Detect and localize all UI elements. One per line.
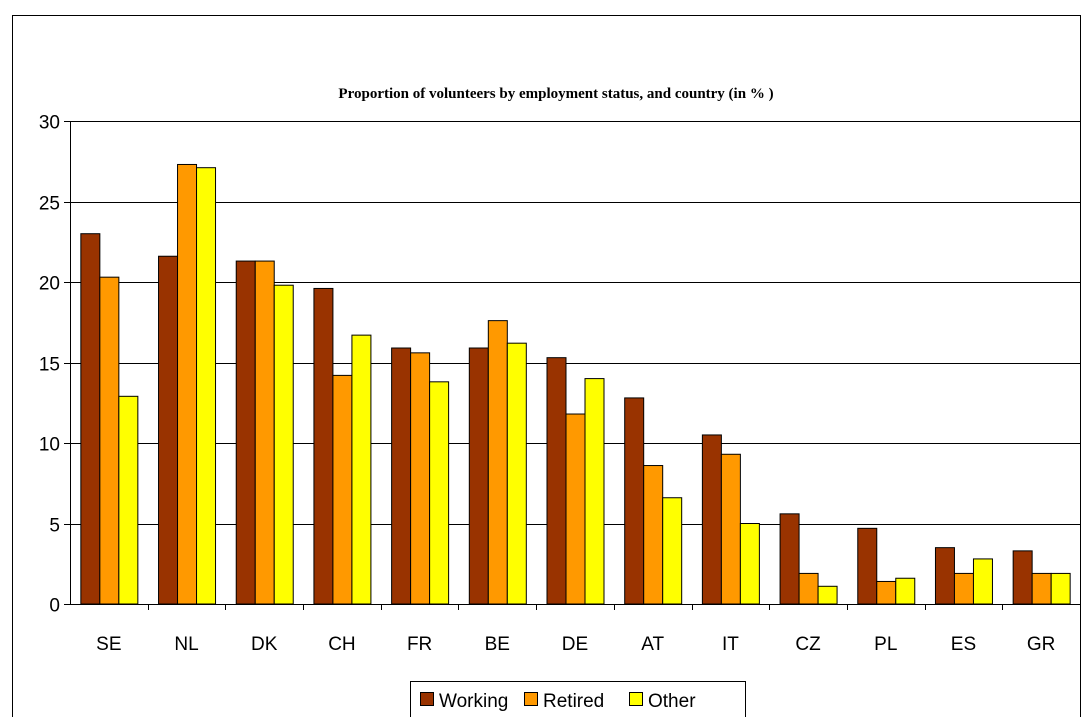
bar-working-fr bbox=[391, 347, 412, 605]
legend-swatch-retired bbox=[524, 692, 538, 706]
bar-retired-ch bbox=[332, 374, 353, 605]
bar-working-dk bbox=[235, 260, 256, 605]
x-tick-labels: SE NL DK CH FR BE DE AT IT CZ PL ES GR bbox=[96, 634, 1055, 655]
legend-swatch-working bbox=[420, 692, 434, 706]
bar-other-it bbox=[739, 523, 760, 605]
x-tick-label: PL bbox=[874, 634, 897, 655]
x-tick-label: FR bbox=[407, 634, 432, 655]
y-tick-label: 20 bbox=[39, 274, 60, 295]
bar-working-at bbox=[624, 397, 645, 605]
x-tick-label: DK bbox=[251, 634, 278, 655]
bar-working-es bbox=[934, 547, 955, 605]
bar-retired-dk bbox=[254, 260, 275, 605]
bar-retired-se bbox=[99, 276, 120, 605]
x-tick-label: DE bbox=[562, 634, 588, 655]
axes bbox=[64, 121, 1081, 610]
bar-retired-fr bbox=[410, 352, 431, 605]
bar-retired-nl bbox=[177, 163, 198, 605]
bar-retired-pl bbox=[876, 580, 897, 605]
x-tick-label: CZ bbox=[795, 634, 821, 655]
y-tick-label: 10 bbox=[39, 435, 60, 456]
x-tick-label: IT bbox=[722, 634, 739, 655]
bar-working-se bbox=[80, 233, 101, 605]
bars bbox=[80, 163, 1071, 605]
legend-label-working: Working bbox=[439, 691, 508, 712]
bar-other-se bbox=[118, 395, 139, 605]
legend: Working Retired Other bbox=[410, 681, 746, 717]
y-tick-label: 0 bbox=[49, 596, 60, 617]
bar-working-de bbox=[546, 357, 567, 605]
bar-retired-be bbox=[487, 320, 508, 605]
bar-other-ch bbox=[351, 334, 372, 605]
bar-working-gr bbox=[1012, 550, 1033, 605]
bar-other-be bbox=[506, 342, 527, 605]
bar-other-nl bbox=[196, 167, 217, 605]
bar-working-nl bbox=[158, 255, 179, 605]
chart-title: Proportion of volunteers by employment s… bbox=[338, 86, 773, 102]
bar-other-de bbox=[584, 378, 605, 605]
bar-other-at bbox=[662, 497, 683, 605]
bar-retired-es bbox=[953, 572, 974, 605]
y-tick-label: 5 bbox=[49, 516, 60, 537]
x-tick-label: GR bbox=[1027, 634, 1056, 655]
bar-working-ch bbox=[313, 287, 334, 605]
bar-other-dk bbox=[273, 284, 294, 605]
x-tick-label: BE bbox=[485, 634, 510, 655]
bar-other-es bbox=[972, 558, 993, 605]
bar-retired-it bbox=[720, 453, 741, 605]
legend-swatch-other bbox=[629, 692, 643, 706]
bar-other-fr bbox=[429, 381, 450, 605]
legend-label-other: Other bbox=[648, 691, 696, 712]
bar-retired-at bbox=[643, 465, 664, 605]
x-tick-label: ES bbox=[951, 634, 976, 655]
bar-retired-cz bbox=[798, 572, 819, 605]
x-tick-label: SE bbox=[96, 634, 121, 655]
bar-other-pl bbox=[895, 577, 916, 605]
y-tick-label: 25 bbox=[39, 194, 60, 215]
bar-retired-de bbox=[565, 413, 586, 605]
bar-other-gr bbox=[1050, 572, 1071, 605]
legend-box bbox=[410, 681, 746, 717]
bar-working-it bbox=[701, 434, 722, 605]
y-tick-label: 15 bbox=[39, 355, 60, 376]
x-tick-label: AT bbox=[641, 634, 664, 655]
bar-working-be bbox=[468, 347, 489, 605]
bar-retired-gr bbox=[1031, 572, 1052, 605]
bar-other-cz bbox=[817, 585, 838, 605]
y-tick-label: 30 bbox=[39, 113, 60, 134]
y-tick-labels: 0 5 10 15 20 25 30 bbox=[39, 113, 60, 617]
bar-working-pl bbox=[857, 527, 878, 605]
legend-label-retired: Retired bbox=[543, 691, 604, 712]
x-tick-label: NL bbox=[174, 634, 198, 655]
x-tick-label: CH bbox=[328, 634, 355, 655]
bar-working-cz bbox=[779, 513, 800, 605]
